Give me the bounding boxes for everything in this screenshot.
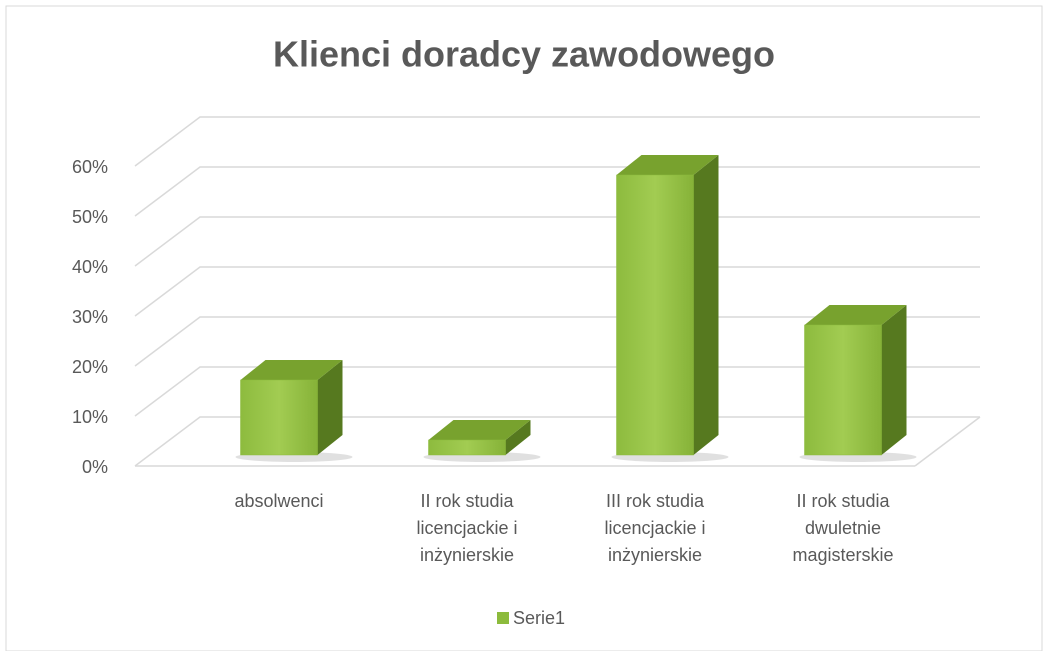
bar-top: [616, 155, 719, 175]
bar-side: [317, 360, 343, 455]
x-tick-label: III rok studia licencjackie i inżyniersk…: [604, 491, 706, 565]
y-tick-label: 40%: [72, 257, 108, 277]
grid-line: [134, 316, 980, 367]
bar-top: [428, 420, 531, 440]
bar: [799, 305, 917, 462]
y-tick-label: 50%: [72, 207, 108, 227]
chart-title: Klienci doradcy zawodowego: [273, 34, 775, 75]
grid-line: [134, 266, 980, 317]
bar: [611, 155, 729, 462]
bar: [423, 420, 541, 462]
y-tick-label: 30%: [72, 307, 108, 327]
legend-swatch: [497, 612, 509, 624]
bar-front: [240, 379, 318, 456]
x-tick-label: absolwenci: [234, 491, 324, 511]
grid-line: [134, 116, 980, 167]
grid-line: [134, 166, 980, 217]
bar: [235, 360, 353, 462]
bar-side: [505, 420, 531, 455]
bar-top: [804, 305, 907, 325]
grid-line: [134, 366, 980, 417]
grid-line: [134, 216, 980, 267]
bar-top: [240, 360, 343, 380]
bar-side: [693, 155, 719, 455]
bar-front: [804, 324, 882, 456]
bar-front: [428, 439, 506, 456]
y-tick-label: 20%: [72, 357, 108, 377]
y-tick-label: 60%: [72, 157, 108, 177]
floor-right: [914, 416, 981, 467]
x-tick-label: II rok studia licencjackie i inżynierski…: [416, 491, 518, 565]
y-tick-label: 0%: [82, 457, 108, 477]
bar-side: [881, 305, 907, 455]
grid-line: [134, 416, 980, 467]
bar-front: [616, 174, 694, 456]
legend-label: Serie1: [513, 608, 565, 628]
x-tick-label: II rok studia dwuletnie magisterskie: [792, 491, 894, 565]
y-tick-label: 10%: [72, 407, 108, 427]
